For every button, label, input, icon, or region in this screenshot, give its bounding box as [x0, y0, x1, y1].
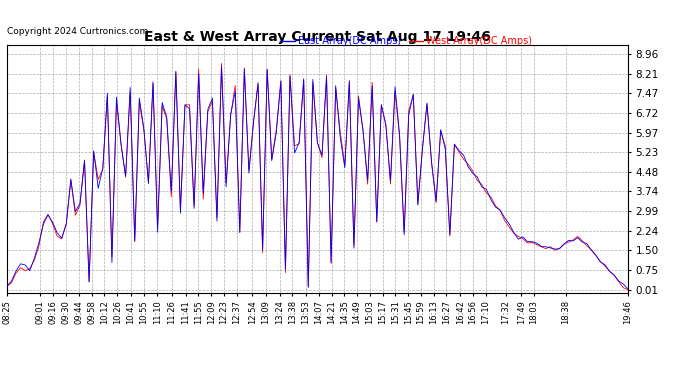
Text: Copyright 2024 Curtronics.com: Copyright 2024 Curtronics.com [7, 27, 148, 36]
Title: East & West Array Current Sat Aug 17 19:46: East & West Array Current Sat Aug 17 19:… [144, 30, 491, 44]
Legend: East Array(DC Amps), West Array(DC Amps): East Array(DC Amps), West Array(DC Amps) [277, 33, 536, 50]
